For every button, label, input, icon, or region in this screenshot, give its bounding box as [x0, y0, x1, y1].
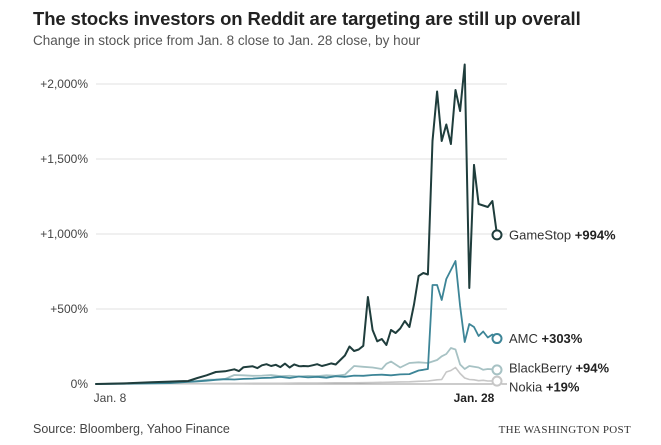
- series-line-nokia: [95, 366, 498, 385]
- series-line-gamestop-late: [473, 164, 498, 236]
- grid-lines: [96, 83, 507, 385]
- publisher-credit: THE WASHINGTON POST: [498, 424, 631, 436]
- end-labels: GameStop +994% AMC +303% BlackBerry +94% No…: [509, 227, 616, 394]
- y-tick-label: 0%: [71, 377, 89, 391]
- y-tick-label: +500%: [50, 302, 88, 316]
- end-label-amc: AMC +303%: [509, 331, 583, 346]
- series-line-amc: [95, 260, 498, 385]
- end-label-blackberry: BlackBerry +94%: [509, 360, 610, 375]
- y-tick-label: +2,000%: [40, 77, 88, 91]
- end-marker-blackberry: [491, 364, 503, 376]
- chart-subtitle: Change in stock price from Jan. 8 close …: [33, 33, 421, 48]
- y-tick-label: +1,000%: [40, 227, 88, 241]
- source-note: Source: Bloomberg, Yahoo Finance: [33, 422, 230, 436]
- series-lines: [95, 63, 498, 385]
- x-tick-label: Jan. 8: [94, 391, 127, 405]
- y-axis-ticks: 0% +500% +1,000% +1,500% +2,000%: [40, 77, 88, 391]
- x-tick-label: Jan. 28: [454, 391, 495, 405]
- y-tick-label: +1,500%: [40, 152, 88, 166]
- series-line-gamestop: [95, 63, 475, 385]
- chart-title: The stocks investors on Reddit are targe…: [33, 8, 581, 29]
- end-markers: [491, 229, 503, 387]
- end-marker-nokia: [491, 375, 503, 387]
- end-label-nokia: Nokia +19%: [509, 380, 580, 395]
- end-marker-gamestop: [491, 229, 503, 241]
- x-axis-ticks: Jan. 8 Jan. 28: [94, 391, 495, 405]
- end-marker-amc: [491, 333, 503, 345]
- end-label-gamestop: GameStop +994%: [509, 227, 616, 242]
